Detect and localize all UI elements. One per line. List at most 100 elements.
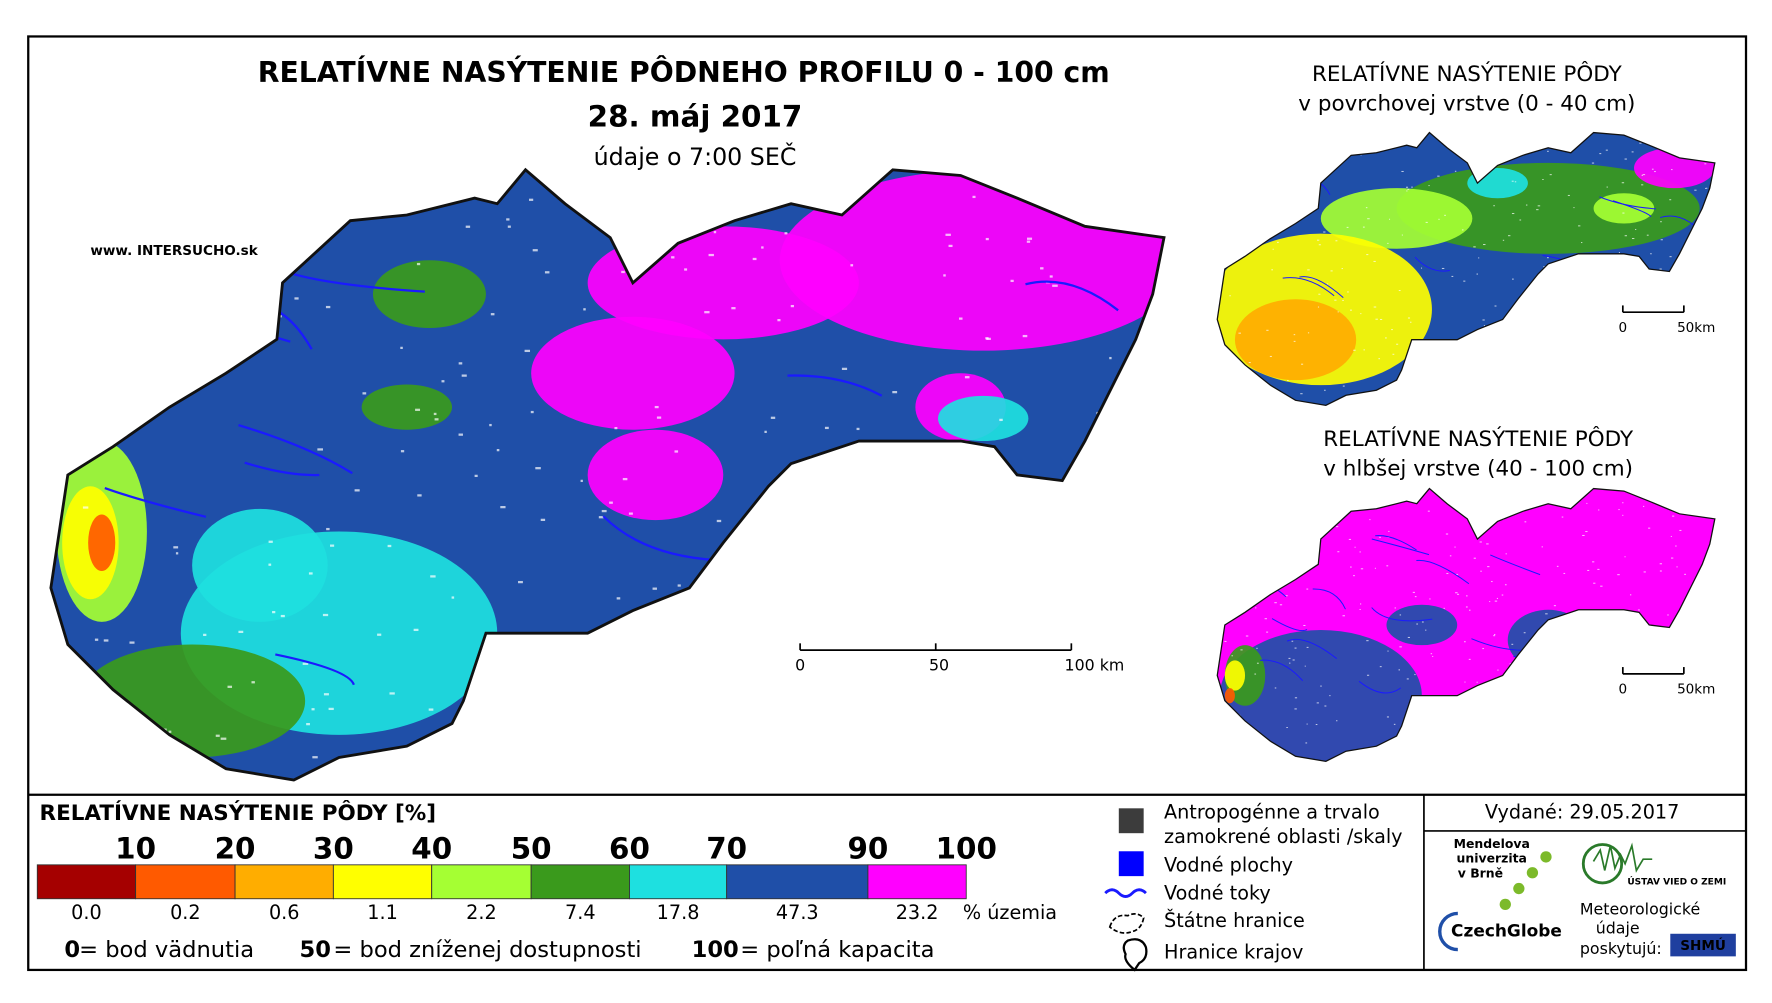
speckle bbox=[1303, 624, 1306, 626]
speckle bbox=[1482, 648, 1485, 650]
river bbox=[1414, 256, 1450, 272]
speckle bbox=[1497, 669, 1499, 671]
speckle bbox=[1605, 149, 1608, 151]
speckle bbox=[1386, 565, 1389, 567]
speckle bbox=[945, 233, 951, 236]
symbol-label: Vodné plochy bbox=[1164, 853, 1293, 876]
speckle bbox=[1359, 551, 1361, 553]
river bbox=[275, 653, 355, 686]
speckle bbox=[1642, 174, 1646, 176]
speckle bbox=[1563, 572, 1566, 574]
speckle bbox=[1307, 269, 1310, 271]
speckle bbox=[1294, 647, 1297, 649]
speckle bbox=[220, 737, 227, 740]
speckle bbox=[1240, 649, 1243, 651]
speckle bbox=[716, 519, 722, 523]
river bbox=[1025, 280, 1119, 312]
legend-swatch bbox=[867, 864, 967, 900]
speckle bbox=[400, 346, 403, 350]
speckle bbox=[1399, 646, 1402, 648]
speckle bbox=[1502, 239, 1505, 241]
logo-text: univerzita bbox=[1457, 851, 1527, 866]
speckle bbox=[312, 756, 318, 759]
speckle bbox=[1457, 593, 1460, 595]
speckle bbox=[1491, 581, 1493, 583]
speckle bbox=[958, 317, 963, 320]
speckle bbox=[1286, 727, 1288, 729]
legend-share: 47.3 bbox=[776, 901, 819, 924]
speckle bbox=[1479, 541, 1482, 543]
speckle bbox=[238, 630, 244, 634]
speckle bbox=[1449, 555, 1452, 557]
speckle bbox=[524, 349, 531, 353]
speckle bbox=[1301, 363, 1304, 365]
note-value: 100 bbox=[692, 937, 739, 963]
speckle bbox=[1324, 705, 1327, 707]
speckle bbox=[1379, 536, 1381, 538]
legend-swatch bbox=[135, 864, 236, 900]
speckle bbox=[1366, 254, 1369, 256]
speckle bbox=[1631, 151, 1634, 153]
speckle bbox=[1483, 244, 1486, 246]
speckle bbox=[458, 433, 463, 436]
speckle bbox=[415, 408, 421, 411]
speckle bbox=[417, 494, 422, 497]
speckle bbox=[1466, 595, 1468, 597]
speckle bbox=[325, 305, 331, 309]
speckle bbox=[784, 232, 788, 235]
speckle bbox=[490, 313, 495, 316]
logo-text: ÚSTAV VIED O ZEMI bbox=[1627, 875, 1726, 887]
speckle bbox=[684, 268, 688, 271]
speckle bbox=[461, 374, 467, 377]
speckle bbox=[986, 337, 991, 340]
speckle bbox=[708, 253, 714, 257]
shmu-logo bbox=[1670, 933, 1736, 957]
speckle bbox=[1425, 629, 1427, 631]
speckle bbox=[770, 416, 776, 419]
speckle bbox=[1316, 702, 1319, 704]
speckle bbox=[601, 509, 607, 513]
state-border bbox=[1216, 131, 1716, 407]
speckle bbox=[302, 662, 309, 665]
speckle bbox=[1366, 640, 1369, 642]
speckle bbox=[1621, 182, 1625, 184]
speckle bbox=[1304, 665, 1306, 667]
speckle bbox=[1387, 242, 1389, 244]
speckle bbox=[1276, 241, 1279, 243]
map-title: RELATÍVNE NASÝTENIE PÔDNEHO PROFILU 0 - … bbox=[258, 55, 1110, 89]
speckle bbox=[1293, 334, 1296, 336]
speckle bbox=[1525, 204, 1528, 206]
speckle bbox=[1315, 724, 1318, 726]
speckle bbox=[1401, 234, 1403, 236]
river bbox=[238, 424, 353, 475]
uvz-seismo bbox=[1592, 842, 1653, 873]
river bbox=[1416, 559, 1470, 585]
speckle bbox=[173, 546, 179, 549]
speckle bbox=[1306, 646, 1309, 648]
water-body-symbol bbox=[1118, 851, 1144, 877]
speckle bbox=[1294, 708, 1297, 710]
speckle bbox=[1375, 318, 1378, 320]
issued-date: Vydané: 29.05.2017 bbox=[1485, 800, 1679, 823]
speckle bbox=[1271, 269, 1273, 271]
speckle bbox=[1508, 235, 1511, 237]
speckle bbox=[1524, 521, 1527, 523]
border-symbol bbox=[1108, 913, 1145, 934]
saturation-zone bbox=[88, 514, 116, 572]
speckle bbox=[1359, 608, 1361, 610]
speckle bbox=[1641, 174, 1644, 176]
speckle bbox=[1659, 268, 1662, 270]
speckle bbox=[227, 685, 233, 688]
map-date: 28. máj 2017 bbox=[588, 99, 803, 133]
speckle bbox=[1285, 595, 1288, 597]
speckle bbox=[1369, 519, 1371, 521]
legend-swatch bbox=[629, 864, 728, 900]
speckle bbox=[652, 587, 657, 590]
speckle bbox=[1336, 720, 1338, 722]
speckle bbox=[1337, 551, 1340, 553]
speckle bbox=[674, 450, 679, 453]
speckle bbox=[1622, 502, 1624, 504]
speckle bbox=[704, 311, 710, 314]
legend-swatch bbox=[726, 864, 869, 900]
speckle bbox=[999, 418, 1003, 422]
